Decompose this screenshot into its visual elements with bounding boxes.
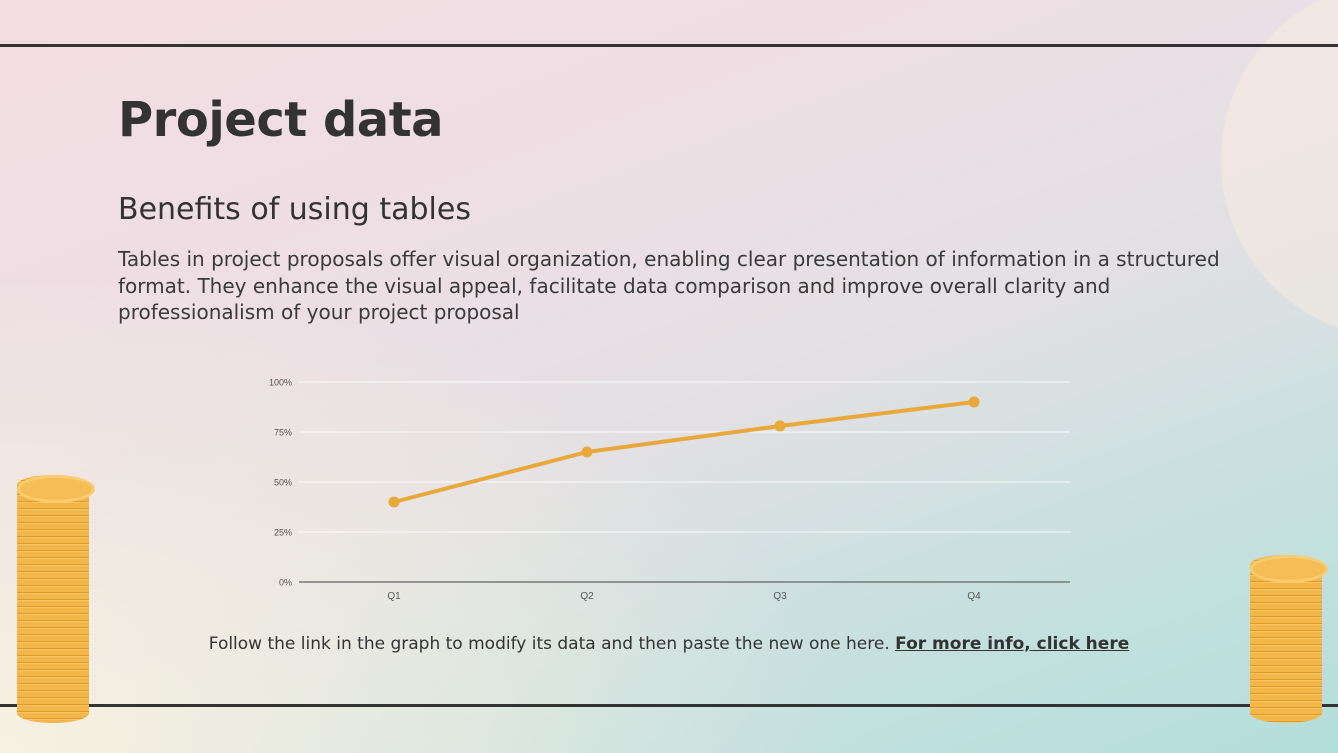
more-info-link[interactable]: For more info, click here bbox=[895, 634, 1130, 654]
y-tick-label: 100% bbox=[269, 378, 292, 388]
x-tick-label: Q2 bbox=[580, 591, 594, 602]
top-divider bbox=[0, 44, 1338, 47]
bottom-divider bbox=[0, 704, 1338, 707]
subtitle: Benefits of using tables bbox=[118, 192, 471, 227]
data-point bbox=[774, 420, 786, 432]
footer-text: Follow the link in the graph to modify i… bbox=[208, 634, 896, 654]
coin-stack-icon bbox=[1250, 555, 1328, 723]
y-tick-label: 0% bbox=[279, 578, 292, 588]
y-tick-label: 75% bbox=[274, 428, 292, 438]
data-point bbox=[581, 446, 593, 458]
data-point bbox=[388, 496, 400, 508]
page-title: Project data bbox=[118, 92, 444, 148]
body-paragraph: Tables in project proposals offer visual… bbox=[118, 247, 1220, 324]
x-tick-label: Q1 bbox=[387, 591, 401, 602]
x-tick-label: Q3 bbox=[773, 591, 787, 602]
y-tick-label: 25% bbox=[274, 528, 292, 538]
footer-note: Follow the link in the graph to modify i… bbox=[0, 634, 1338, 654]
coin-stack-icon bbox=[17, 475, 95, 723]
y-tick-label: 50% bbox=[274, 478, 292, 488]
series-line bbox=[393, 400, 975, 504]
data-point bbox=[968, 396, 980, 408]
x-tick-label: Q4 bbox=[967, 591, 981, 602]
